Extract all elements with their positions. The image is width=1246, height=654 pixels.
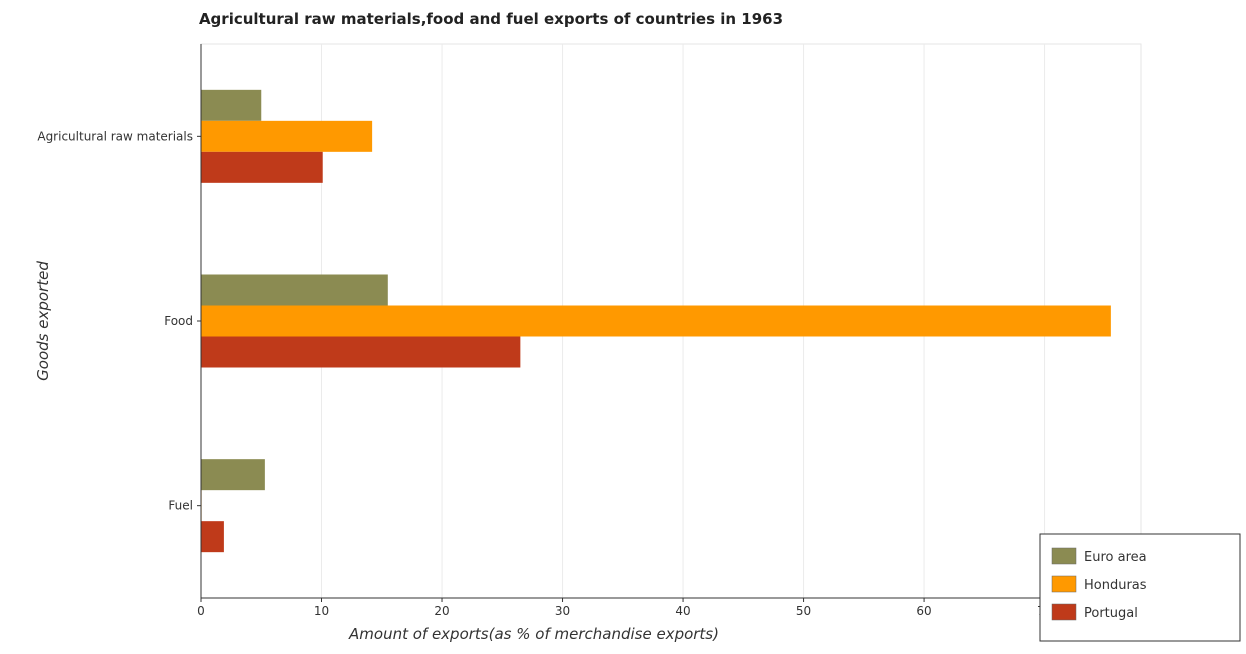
legend-swatch [1051,547,1077,565]
legend-label: Honduras [1084,578,1147,593]
bars [201,89,1111,553]
bar [201,521,224,553]
legend-swatch [1051,603,1077,621]
bar [201,305,1111,337]
x-tick-label: 40 [675,604,690,618]
bar [201,459,265,491]
x-tick-label: 0 [197,604,205,618]
legend: Euro area Honduras Portugal [1039,533,1241,642]
x-tick-label: 10 [314,604,329,618]
x-tick-label: 60 [916,604,931,618]
x-tick-label: 30 [555,604,570,618]
chart-title: Agricultural raw materials,food and fuel… [199,10,783,28]
x-tick-label: 50 [796,604,811,618]
axes: 010203040506070Agricultural raw material… [37,44,1141,618]
x-tick-label: 20 [434,604,449,618]
legend-label: Portugal [1084,606,1138,621]
y-axis-label: Goods exported [34,261,52,381]
bar [201,89,262,121]
bar [201,336,521,368]
x-axis-label: Amount of exports(as % of merchandise ex… [348,625,719,643]
bar [201,120,373,152]
bar [201,274,388,306]
y-tick-label: Food [164,314,193,328]
y-tick-label: Fuel [168,499,193,513]
legend-label: Euro area [1084,550,1147,565]
bar [201,151,323,183]
y-tick-label: Agricultural raw materials [37,129,193,143]
legend-swatch [1051,575,1077,593]
